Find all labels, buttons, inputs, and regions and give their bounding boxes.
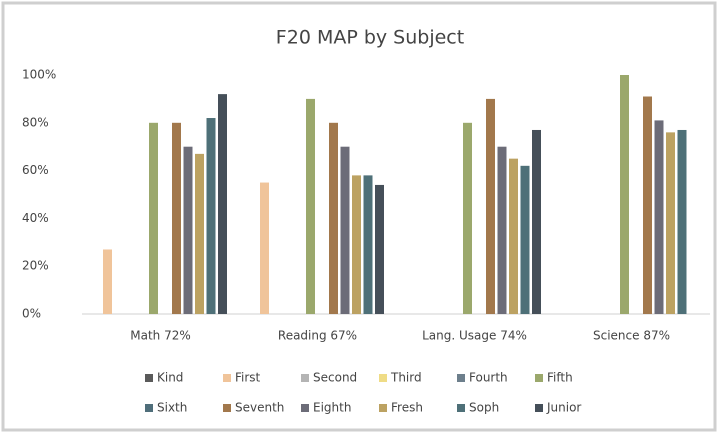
legend-label: Third [390,371,422,385]
bar [620,75,629,314]
bar [509,158,518,314]
legend-label: First [235,371,261,385]
x-tick-label: Math 72% [130,329,191,343]
legend-label: Sixth [157,401,187,415]
bar [486,98,495,315]
x-tick-label: Reading 67% [278,329,357,343]
bar [520,165,530,314]
x-tick-label: Lang. Usage 74% [422,329,527,343]
legend-swatch [223,404,231,412]
bar [218,94,227,315]
y-tick-label: 20% [22,259,49,273]
legend-swatch [301,374,309,382]
bar [340,146,350,314]
bar [654,120,664,314]
bar [463,122,472,314]
chart-title: F20 MAP by Subject [276,27,464,49]
bar [375,184,384,314]
bar [306,98,315,315]
legend-swatch [301,404,309,412]
legend-label: Kind [157,371,183,385]
bar [195,153,204,314]
legend-label: Fourth [469,371,508,385]
y-tick-label: 40% [22,211,49,225]
legend-swatch [457,404,465,412]
legend-label: Eighth [313,401,351,415]
legend-label: Junior [546,401,581,415]
bar [363,175,373,314]
bar [532,129,541,314]
bar [677,129,687,314]
bar [329,122,338,314]
legend-label: Fresh [391,401,423,415]
legend-swatch [457,374,465,382]
bar [666,132,675,314]
y-tick-label: 60% [22,163,49,177]
bar [149,122,158,314]
y-tick-label: 80% [22,115,49,129]
legend-swatch [535,404,543,412]
legend-swatch [379,374,387,382]
x-tick-label: Science 87% [593,329,670,343]
legend-label: Seventh [235,401,284,415]
bar [643,96,652,314]
legend-label: Soph [469,401,499,415]
legend-swatch [223,374,231,382]
bar [206,118,216,315]
bar [497,146,507,314]
bar [183,146,193,314]
bar [352,175,361,314]
legend-swatch [145,374,153,382]
bar [103,249,112,314]
y-tick-label: 100% [22,68,56,82]
legend-swatch [145,404,153,412]
legend-label: Second [313,371,357,385]
legend-label: Fifth [547,371,573,385]
bar [172,122,181,314]
y-tick-label: 0% [22,307,41,321]
legend-swatch [379,404,387,412]
legend-swatch [535,374,543,382]
bar [260,182,269,314]
